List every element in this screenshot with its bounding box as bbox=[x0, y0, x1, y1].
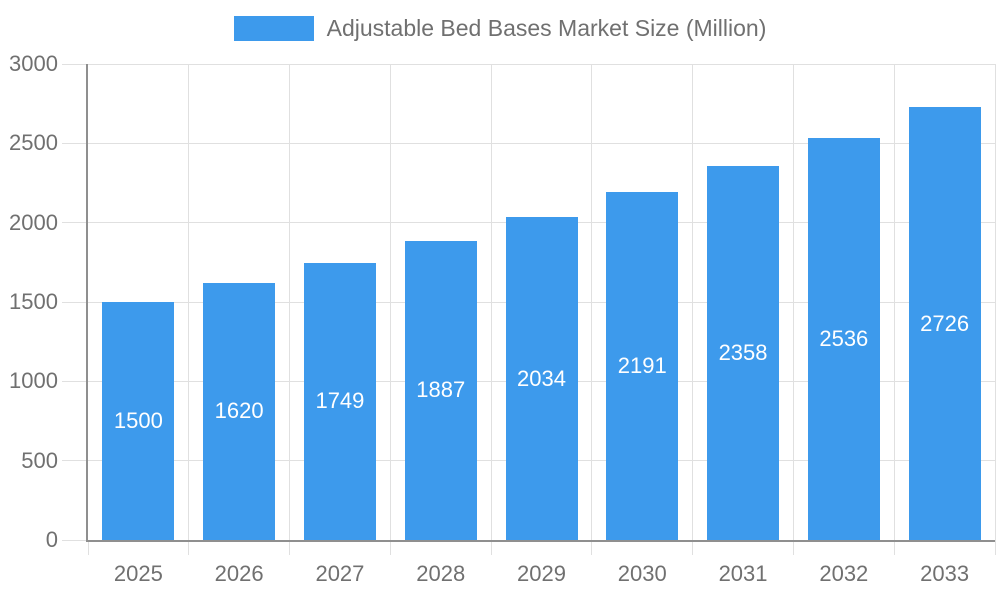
x-axis-line bbox=[86, 540, 995, 542]
y-tick-label: 1500 bbox=[9, 289, 58, 314]
bar: 1887 bbox=[404, 240, 477, 540]
x-tick-label: 2033 bbox=[920, 561, 970, 586]
bar: 1500 bbox=[102, 302, 175, 540]
x-axis-tick bbox=[188, 540, 190, 555]
y-tick-label: 3000 bbox=[9, 51, 58, 76]
gridline-horizontal bbox=[62, 539, 88, 541]
legend-color-swatch bbox=[233, 16, 314, 41]
y-tick-label: 500 bbox=[21, 447, 58, 473]
bar-value-label: 1620 bbox=[214, 398, 264, 424]
x-tick-label: 2028 bbox=[416, 561, 466, 586]
bar: 2191 bbox=[606, 192, 679, 540]
y-tick-label: 1000 bbox=[9, 368, 58, 394]
x-tick-label: 2026 bbox=[214, 561, 264, 586]
bar-value-label: 1887 bbox=[416, 377, 466, 403]
x-tick-label: 2031 bbox=[718, 561, 768, 586]
x-axis-tick bbox=[692, 540, 694, 555]
x-axis-tick bbox=[591, 540, 593, 555]
bar: 2358 bbox=[707, 165, 780, 540]
plot-area: 0 500 1000 1500 2000 2500 3000 2025 2026 2027 2028… bbox=[9, 51, 996, 586]
legend-label: Adjustable Bed Bases Market Size (Millio… bbox=[326, 15, 767, 41]
x-axis-tick bbox=[490, 540, 492, 555]
x-axis-tick bbox=[87, 540, 89, 555]
gridline-vertical bbox=[692, 64, 694, 540]
bar-value-label: 2726 bbox=[920, 310, 970, 336]
bar: 2034 bbox=[505, 217, 578, 540]
bar-value-label: 1500 bbox=[113, 408, 163, 433]
gridline-vertical bbox=[490, 64, 492, 540]
bar: 1620 bbox=[203, 282, 276, 540]
y-axis-line bbox=[86, 64, 88, 540]
gridline-horizontal bbox=[62, 63, 995, 65]
gridline-vertical bbox=[893, 64, 895, 540]
x-tick-label: 2030 bbox=[617, 561, 667, 586]
gridline-horizontal bbox=[62, 142, 995, 144]
bar-value-label: 2191 bbox=[617, 353, 667, 379]
x-tick-label: 2027 bbox=[315, 561, 365, 586]
x-tick-label: 2029 bbox=[517, 561, 566, 586]
y-tick-label: 0 bbox=[45, 527, 58, 552]
gridline-vertical bbox=[188, 64, 190, 540]
x-axis-tick bbox=[792, 540, 794, 555]
legend-item[interactable]: Adjustable Bed Bases Market Size (Millio… bbox=[233, 15, 767, 42]
x-axis-tick bbox=[289, 540, 291, 555]
bar-value-label: 2536 bbox=[819, 325, 869, 351]
x-tick-label: 2032 bbox=[819, 561, 869, 586]
x-axis-tick bbox=[389, 540, 391, 555]
bar-value-label: 1749 bbox=[315, 388, 365, 414]
bar: 1749 bbox=[303, 262, 376, 540]
x-axis-tick bbox=[893, 540, 895, 555]
gridline-vertical bbox=[591, 64, 593, 540]
gridline-vertical bbox=[389, 64, 391, 540]
gridline-vertical bbox=[792, 64, 794, 540]
y-tick-label: 2500 bbox=[9, 130, 58, 156]
y-tick-label: 2000 bbox=[9, 209, 58, 235]
bar: 2726 bbox=[908, 107, 981, 540]
gridline-vertical bbox=[289, 64, 291, 540]
bar-value-label: 2358 bbox=[718, 339, 768, 365]
x-tick-label: 2025 bbox=[113, 561, 163, 586]
legend: Adjustable Bed Bases Market Size (Millio… bbox=[0, 15, 1000, 42]
gridline-vertical bbox=[994, 64, 996, 540]
bar-value-label: 2034 bbox=[517, 365, 566, 391]
x-axis-tick bbox=[994, 540, 996, 555]
bar: 2536 bbox=[807, 137, 880, 540]
